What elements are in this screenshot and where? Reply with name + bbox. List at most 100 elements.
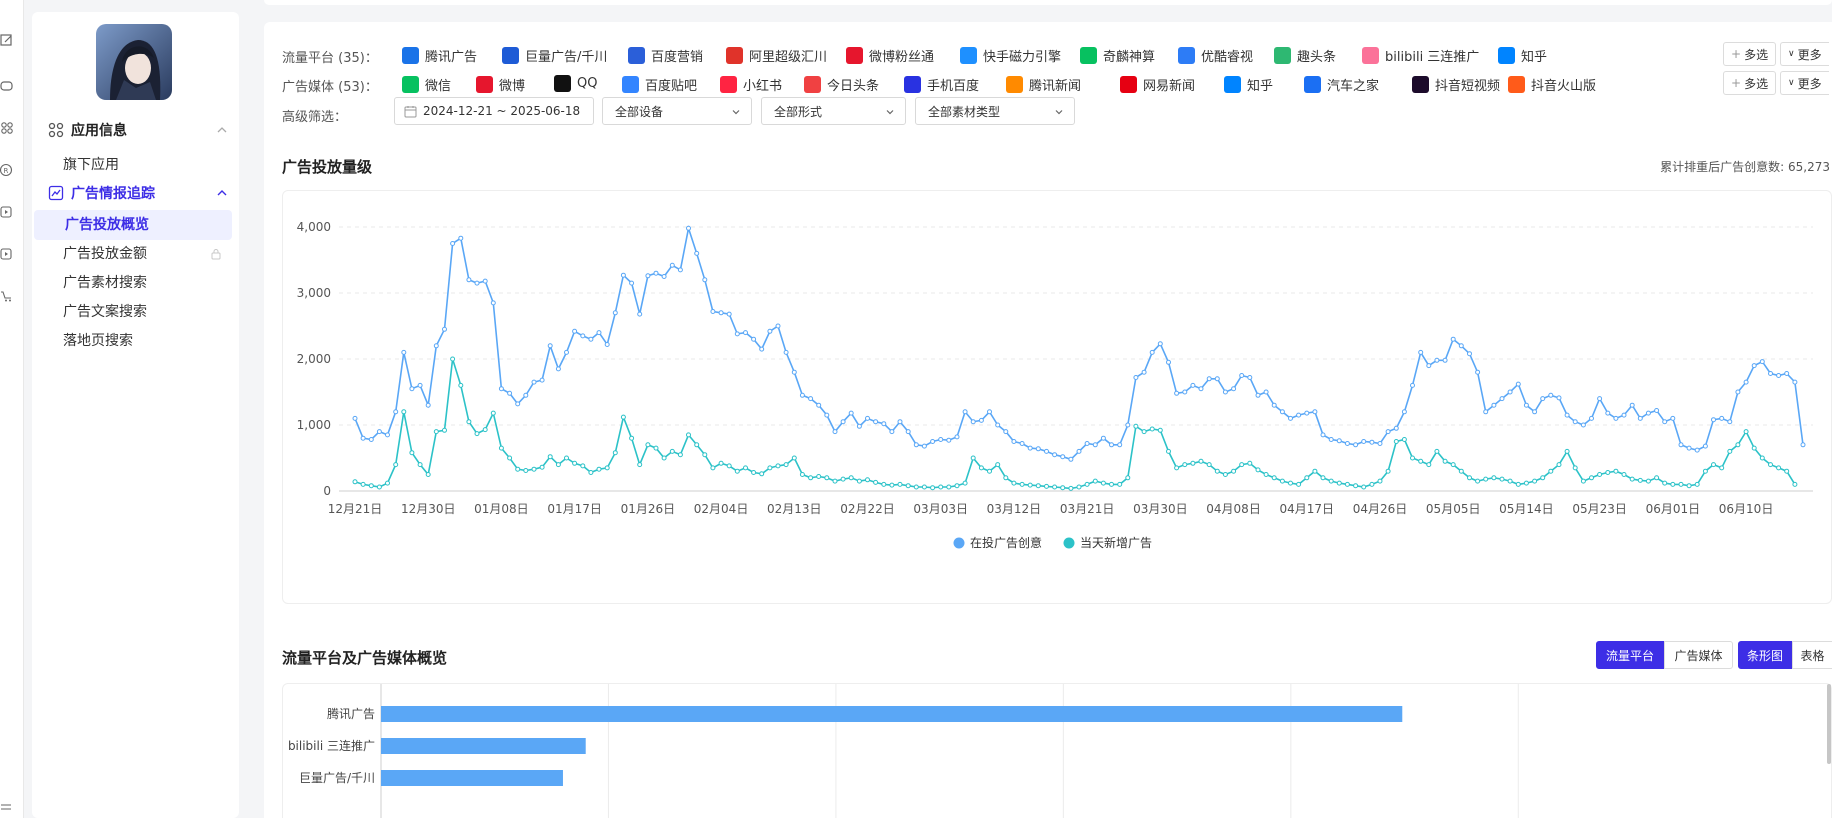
filter-chip-zhihu[interactable]: 知乎 <box>1498 46 1547 65</box>
filter-chip-autohome[interactable]: 汽车之家 <box>1304 75 1379 94</box>
filter-chip-tieba[interactable]: 百度贴吧 <box>622 75 697 94</box>
series-point-1 <box>694 442 700 448</box>
menu-group-app-info[interactable]: 应用信息 <box>48 118 228 142</box>
app-avatar-icon[interactable] <box>96 24 172 100</box>
sidebar-item-copy-search[interactable]: 广告文案搜索 <box>63 304 147 320</box>
sidebar-item-landing-search[interactable]: 落地页搜索 <box>63 333 133 349</box>
series-point-0 <box>1426 363 1432 369</box>
series-point-1 <box>686 432 691 438</box>
filter-chip-bilibili[interactable]: bilibili 三连推广 <box>1362 46 1479 65</box>
play-icon[interactable] <box>0 246 14 260</box>
series-point-0 <box>1149 349 1155 355</box>
grid-icon[interactable] <box>0 120 14 134</box>
series-point-1 <box>466 419 472 425</box>
filter-chip-douyin[interactable]: 抖音短视频 <box>1412 75 1500 94</box>
series-point-0 <box>1182 389 1188 395</box>
filter-chip-weibo-fans[interactable]: 微博粉丝通 <box>846 46 934 65</box>
chevron-down-icon <box>886 110 894 115</box>
series-point-1 <box>1499 476 1505 482</box>
registered-icon[interactable]: R <box>0 162 14 177</box>
series-point-0 <box>686 225 691 231</box>
cart-icon[interactable] <box>0 288 14 302</box>
sidebar-item-ad-overview[interactable]: 广告投放概览 <box>34 210 232 240</box>
form-select[interactable]: 全部形式 <box>761 97 906 125</box>
series-point-1 <box>612 450 618 456</box>
sidebar-item-creative-search[interactable]: 广告素材搜索 <box>63 275 147 291</box>
series-point-0 <box>1328 437 1334 442</box>
series-point-1 <box>1279 478 1285 484</box>
series-point-0 <box>433 343 439 349</box>
series-point-0 <box>1702 443 1708 449</box>
media-multi-select-button[interactable]: + 多选 <box>1723 71 1777 95</box>
filter-chip-mobile-baidu[interactable]: 手机百度 <box>904 75 979 94</box>
scrollbar-thumb[interactable] <box>1827 684 1831 764</box>
menu-group-ad-tracking[interactable]: 广告情报追踪 <box>48 181 228 205</box>
series-point-1 <box>1222 472 1228 477</box>
series-point-0 <box>1385 429 1391 435</box>
series-point-0 <box>1759 359 1765 365</box>
series-point-1 <box>1109 481 1114 487</box>
video-icon[interactable] <box>0 204 14 218</box>
sidebar-item-subsidiary-apps[interactable]: 旗下应用 <box>63 157 119 173</box>
filter-chip-ali-huichuan[interactable]: 阿里超级汇川 <box>726 46 827 65</box>
filter-chip-weibo[interactable]: 微博 <box>476 75 525 94</box>
filter-chip-ocean-engine[interactable]: 巨量广告/千川 <box>502 46 607 65</box>
filter-chip-huoshan[interactable]: 抖音火山版 <box>1508 75 1596 94</box>
filter-chip-qq[interactable]: QQ <box>554 75 597 92</box>
series-point-0 <box>360 435 366 441</box>
filter-chip-zhihu[interactable]: 知乎 <box>1224 75 1273 94</box>
menu-icon[interactable] <box>0 800 14 814</box>
media-more-button[interactable]: ∨ 更多 <box>1780 71 1829 95</box>
gamepad-icon[interactable] <box>0 78 14 92</box>
series-point-0 <box>848 410 854 416</box>
sidebar-item-ad-spend[interactable]: 广告投放金额 <box>32 239 232 269</box>
filter-chip-baidu-marketing[interactable]: 百度营销 <box>628 46 703 65</box>
series-point-1 <box>1336 480 1342 486</box>
toggle-bar-chart[interactable]: 条形图 <box>1738 641 1792 669</box>
series-point-0 <box>442 326 447 332</box>
filter-chip-tencent-news[interactable]: 腾讯新闻 <box>1006 75 1081 94</box>
series-point-1 <box>1556 462 1562 468</box>
platform-more-button[interactable]: ∨ 更多 <box>1780 42 1829 66</box>
sidebar: 应用信息 旗下应用 广告情报追踪 广告投放概览 广告投放金额 广告素材搜索 广告… <box>32 12 239 818</box>
platform-multi-select-button[interactable]: + 多选 <box>1723 42 1777 66</box>
series-point-1 <box>1694 481 1700 487</box>
date-range-picker[interactable]: 2024-12-21 ~ 2025-06-18 <box>394 97 594 125</box>
series-point-1 <box>393 462 399 468</box>
series-point-0 <box>482 278 488 284</box>
series-point-1 <box>1255 467 1261 473</box>
filter-chip-toutiao[interactable]: 今日头条 <box>804 75 879 94</box>
filter-chip-youku-ruishi[interactable]: 优酷睿视 <box>1178 46 1253 65</box>
filter-chip-tencent-ads[interactable]: 腾讯广告 <box>402 46 477 65</box>
toggle-media[interactable]: 广告媒体 <box>1664 641 1733 669</box>
filter-chip-xiaohongshu[interactable]: 小红书 <box>720 75 782 94</box>
legend-marker <box>953 537 965 549</box>
toggle-table[interactable]: 表格 <box>1792 641 1832 669</box>
series-point-0 <box>987 409 992 415</box>
series-point-1 <box>1629 476 1635 482</box>
series-point-1 <box>604 465 610 471</box>
series-point-1 <box>995 462 1001 468</box>
filter-chip-qutoutiao[interactable]: 趣头条 <box>1274 46 1336 65</box>
filter-chip-netease-news[interactable]: 网易新闻 <box>1120 75 1195 94</box>
filter-chip-wechat[interactable]: 微信 <box>402 75 451 94</box>
filter-chip-qilin[interactable]: 奇麟神算 <box>1080 46 1155 65</box>
series-point-0 <box>1288 415 1293 421</box>
series-point-1 <box>1621 472 1627 477</box>
material-type-select[interactable]: 全部素材类型 <box>915 97 1075 125</box>
toggle-platform[interactable]: 流量平台 <box>1596 641 1664 669</box>
x-tick-label: 06月01日 <box>1646 502 1701 516</box>
filter-chip-kuaishou-cili[interactable]: 快手磁力引擎 <box>960 46 1061 65</box>
x-tick-label: 02月04日 <box>694 502 749 516</box>
overview-section-title: 流量平台及广告媒体概览 <box>282 649 448 667</box>
filter-chip-label: 抖音短视频 <box>1435 79 1501 94</box>
series-point-1 <box>531 466 537 472</box>
series-point-0 <box>1491 402 1497 408</box>
series-point-0 <box>1450 336 1456 342</box>
device-select[interactable]: 全部设备 <box>602 97 752 125</box>
edit-icon[interactable] <box>0 32 14 46</box>
series-point-1 <box>1271 475 1277 481</box>
series-line-1 <box>354 358 1796 490</box>
series-point-0 <box>1239 373 1245 378</box>
